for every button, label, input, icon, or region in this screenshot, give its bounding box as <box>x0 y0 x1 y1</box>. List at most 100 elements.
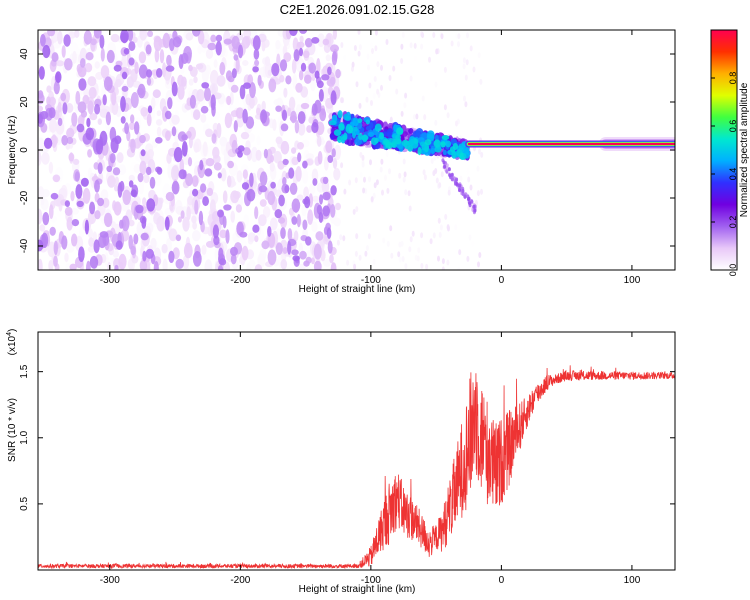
spectrogram-cell <box>397 251 401 258</box>
spectrogram-cell <box>417 147 422 156</box>
spectrogram-cell <box>466 255 470 262</box>
spectrogram-cell <box>415 113 419 120</box>
spectrogram-cell <box>89 201 96 215</box>
spectrogram-cell <box>386 131 394 139</box>
spectrogram-cell <box>88 237 95 247</box>
spectrogram-cell <box>213 162 222 171</box>
spectrogram-cell <box>322 65 330 77</box>
spectrogram-cell <box>300 102 310 110</box>
spectrogram-cell <box>197 44 203 55</box>
spectrogram-cell <box>191 175 199 187</box>
spectrogram-cell <box>84 62 93 73</box>
spectrogram-cell <box>216 75 226 87</box>
spectrogram-cell <box>128 180 134 188</box>
spectrogram-cell <box>311 121 319 134</box>
spectrogram-cell <box>480 188 483 195</box>
spectrogram-cell <box>446 112 450 119</box>
spectrogram-cell <box>340 97 344 104</box>
spectrogram-cell <box>95 139 104 155</box>
spectrogram-cell <box>186 206 191 221</box>
spectrogram-cell <box>363 176 366 183</box>
spectrogram-cell <box>469 184 473 191</box>
spectrogram-cell <box>237 44 244 59</box>
spectrogram-cell <box>242 169 248 180</box>
snr-x-tick-label: -100 <box>361 575 381 586</box>
spectrogram-cell <box>65 262 71 270</box>
spectrogram-cell <box>458 188 461 193</box>
spectrogram-cell <box>317 151 323 165</box>
spectrogram-cell <box>153 261 159 270</box>
spectrogram-cell <box>297 152 302 163</box>
spectrogram-cell <box>385 39 389 45</box>
spectrogram-cell <box>121 71 128 80</box>
spectrogram-cell <box>130 92 139 108</box>
spectrogram-cell <box>334 144 342 160</box>
spectrogram-cell <box>183 242 193 259</box>
spectrogram-cell <box>440 33 444 40</box>
spectrogram-cell <box>476 190 480 197</box>
spectrogram-cell <box>118 253 127 270</box>
spectrogram-cell <box>114 176 119 186</box>
spectrogram-cell <box>70 190 75 202</box>
spectrogram-cell <box>171 81 178 97</box>
spectrogram-cell <box>388 168 391 175</box>
spectrogram-cell <box>263 148 268 159</box>
spectrogram-cell <box>282 176 287 186</box>
spectrogram-cell <box>457 41 460 48</box>
spectrogram-cell <box>291 216 298 225</box>
spectrogram-cell <box>462 63 466 70</box>
spectrogram-cell <box>389 225 393 232</box>
spectrogram-cell <box>353 263 357 270</box>
spectrogram-cell <box>376 61 380 68</box>
spectrogram-cell <box>389 116 393 123</box>
spectrogram-cell <box>400 43 404 50</box>
spectrogram-cell <box>205 48 214 60</box>
spectrogram-cell <box>470 199 474 204</box>
spectrogram-cell <box>439 224 443 231</box>
spectrogram-cell <box>243 82 251 89</box>
spectrogram-cell <box>49 118 57 133</box>
spectrogram-cell <box>420 43 424 50</box>
spectrogram-cell <box>63 34 71 47</box>
spectrogram-cell <box>51 52 59 63</box>
spectrogram-cell <box>267 249 277 266</box>
spectrogram-cell <box>254 59 260 67</box>
spectrogram-cell <box>315 231 324 241</box>
spectrogram-cell <box>420 262 424 269</box>
spectrogram-cell <box>304 37 313 48</box>
snr-y-tick-label: 1.5 <box>19 364 30 378</box>
colorbar-ticks: 0.0 0.2 0.4 0.6 0.8 <box>711 72 738 276</box>
spectrogram-cell <box>408 246 412 253</box>
spectrogram-cell <box>206 187 214 197</box>
snr-y-tick-label: 1.0 <box>19 430 30 444</box>
spectrogram-cell <box>441 258 445 265</box>
spectrogram-cell <box>223 38 232 45</box>
spectrogram-cell <box>279 74 285 83</box>
spectrogram-cell <box>301 204 307 217</box>
spectrogram-cell <box>48 260 54 270</box>
spectrogram-cell <box>248 96 255 109</box>
spectrogram-cell <box>445 169 449 174</box>
spectrogram-cell <box>220 167 227 182</box>
spectrogram-cell <box>254 264 263 270</box>
spectrogram-cell <box>66 243 75 253</box>
spectrogram-cell <box>435 48 439 55</box>
spectrogram-cell <box>404 263 408 270</box>
spectrogram-cell <box>146 198 156 212</box>
spectrogram-cell <box>388 75 392 81</box>
spectrogram-cell <box>332 30 337 40</box>
spectrogram-cell <box>330 134 335 140</box>
spectrogram-cell <box>209 69 219 86</box>
spectrogram-cell <box>366 53 370 60</box>
spectrogram-cell <box>156 215 166 232</box>
spectrogram-cell <box>71 233 78 247</box>
spectrogram-cell <box>127 258 134 270</box>
spectrogram-cell <box>139 30 147 41</box>
spectrogram-cell <box>64 252 69 263</box>
spectrogram-cell <box>135 204 144 214</box>
spectrogram-cell <box>74 30 80 38</box>
spectrogram-cell <box>375 179 379 186</box>
snr-y-multiplier-close: ) <box>7 329 18 332</box>
spectrogram-cell <box>181 141 188 157</box>
spectrogram-cell <box>273 150 282 164</box>
